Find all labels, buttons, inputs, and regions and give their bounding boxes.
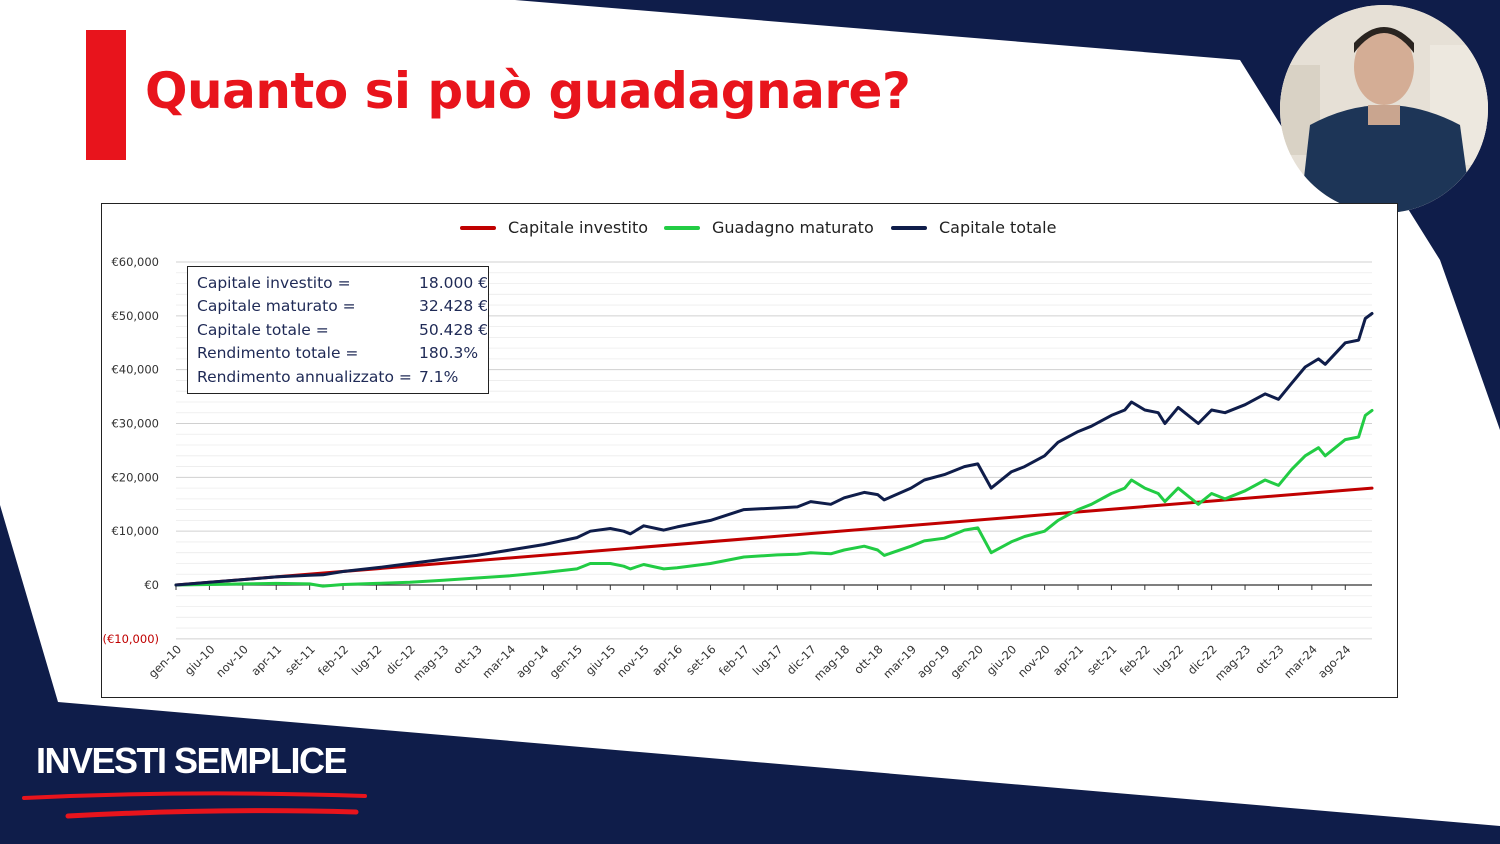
x-tick-label: lug-22 bbox=[1151, 642, 1187, 678]
stat-row: Capitale maturato = 32.428 € bbox=[188, 295, 488, 319]
stat-value: 50.428 € bbox=[418, 320, 488, 339]
stat-row: Rendimento annualizzato = 7.1% bbox=[188, 365, 488, 389]
stat-row: Capitale totale = 50.428 € bbox=[188, 318, 488, 342]
x-tick-label: mar-19 bbox=[880, 642, 919, 681]
x-tick-label: nov-15 bbox=[614, 642, 652, 680]
x-tick-label: set-16 bbox=[683, 642, 719, 678]
x-tick-label: mag-13 bbox=[410, 642, 451, 683]
y-tick-label: €50,000 bbox=[111, 309, 159, 323]
x-tick-label: gen-20 bbox=[947, 642, 986, 681]
legend-item: Capitale totale bbox=[891, 218, 1056, 237]
legend-label: Guadagno maturato bbox=[712, 218, 874, 237]
y-tick-label: €60,000 bbox=[111, 255, 159, 269]
stat-label: Capitale totale = bbox=[197, 320, 329, 339]
x-tick-label: set-11 bbox=[282, 642, 318, 678]
x-tick-label: ago-24 bbox=[1315, 642, 1353, 680]
title-accent-bar bbox=[86, 30, 126, 160]
stat-row: Capitale investito = 18.000 € bbox=[188, 271, 488, 295]
legend-swatch bbox=[891, 225, 927, 230]
legend-item: Capitale investito bbox=[460, 218, 648, 237]
x-tick-label: set-21 bbox=[1084, 642, 1120, 678]
x-tick-label: nov-20 bbox=[1015, 642, 1053, 680]
x-tick-label: feb-12 bbox=[315, 642, 351, 678]
y-tick-label: €30,000 bbox=[111, 417, 159, 431]
brand-logo: INVESTI SEMPLICE bbox=[36, 740, 348, 781]
x-tick-label: apr-21 bbox=[1050, 642, 1086, 678]
stat-value: 180.3% bbox=[419, 344, 479, 363]
stat-value: 32.428 € bbox=[418, 297, 488, 316]
x-tick-label: feb-17 bbox=[716, 642, 752, 678]
stat-value: 18.000 € bbox=[418, 273, 488, 292]
stat-label: Capitale maturato = bbox=[197, 297, 356, 316]
x-tick-label: gen-10 bbox=[146, 642, 185, 681]
y-tick-label: €0 bbox=[144, 578, 159, 592]
legend-label: Capitale totale bbox=[939, 218, 1057, 237]
x-tick-label: apr-16 bbox=[649, 642, 685, 678]
series-line-capitale-totale bbox=[174, 312, 1374, 587]
stat-value: 7.1% bbox=[419, 367, 459, 386]
legend-item: Guadagno maturato bbox=[664, 218, 874, 237]
legend-label: Capitale investito bbox=[508, 218, 649, 237]
x-tick-label: giu-10 bbox=[182, 642, 218, 678]
brand-underline bbox=[22, 791, 367, 819]
x-tick-label: apr-11 bbox=[248, 642, 284, 678]
x-tick-label: lug-12 bbox=[349, 642, 385, 678]
x-tick-label: nov-10 bbox=[213, 642, 251, 680]
stats-box: Capitale investito = 18.000 € Capitale mat… bbox=[187, 266, 489, 394]
x-tick-label: mag-23 bbox=[1212, 642, 1253, 683]
y-tick-label: €40,000 bbox=[111, 363, 159, 377]
x-tick-label: mag-18 bbox=[811, 642, 852, 683]
stat-label: Capitale investito = bbox=[197, 273, 351, 292]
x-tick-label: mar-24 bbox=[1281, 642, 1320, 681]
x-tick-label: ago-14 bbox=[513, 642, 551, 680]
x-tick-label: feb-22 bbox=[1117, 642, 1153, 678]
x-tick-label: ago-19 bbox=[914, 642, 952, 680]
x-tick-label: gen-15 bbox=[547, 642, 586, 681]
presenter-webcam-icon bbox=[1280, 5, 1488, 213]
stat-label: Rendimento totale = bbox=[197, 344, 359, 363]
page-title: Quanto si può guadagnare? bbox=[145, 62, 911, 120]
stat-label: Rendimento annualizzato = bbox=[197, 367, 412, 386]
y-tick-label: €10,000 bbox=[111, 524, 159, 538]
legend-swatch bbox=[664, 225, 700, 230]
series-line-guadagno-maturato bbox=[174, 408, 1374, 588]
x-tick-label: mar-14 bbox=[479, 642, 518, 681]
x-tick-label: giu-15 bbox=[583, 642, 619, 678]
x-tick-label: giu-20 bbox=[984, 642, 1020, 678]
y-tick-label: (€10,000) bbox=[102, 632, 159, 646]
legend-swatch bbox=[460, 225, 496, 230]
y-tick-label: €20,000 bbox=[111, 470, 159, 484]
x-tick-label: lug-17 bbox=[750, 642, 786, 678]
stat-row: Rendimento totale = 180.3% bbox=[188, 342, 488, 366]
